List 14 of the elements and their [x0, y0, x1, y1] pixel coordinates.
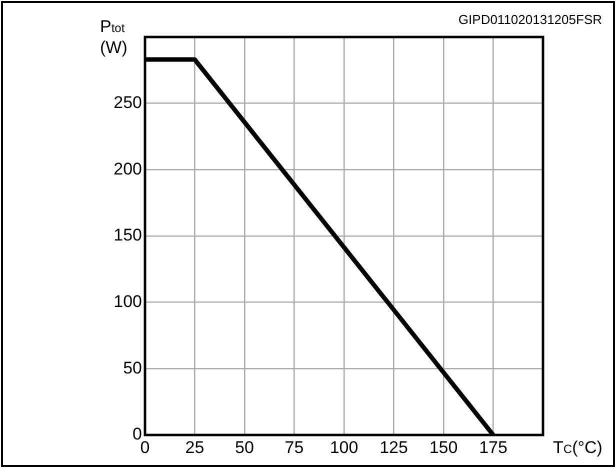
y-tick-label: 100	[114, 292, 142, 312]
x-tick-label: 25	[185, 438, 204, 457]
y-tick-label: 50	[123, 358, 142, 378]
text: GIPD011020131205FSR	[458, 11, 602, 29]
y-tick-label: 200	[114, 159, 142, 178]
y-tick-label: 250	[114, 93, 142, 112]
x-tick-label: 175	[479, 438, 508, 457]
y-tick-label: 150	[114, 226, 142, 245]
y-tick-label: 0	[132, 424, 142, 444]
x-tick-label: 125	[380, 438, 408, 457]
x-tick-label: 100	[330, 438, 358, 457]
x-tick-label: 150	[429, 438, 458, 457]
x-tick-label: 75	[284, 438, 304, 457]
x-tick-label: 50	[235, 438, 254, 457]
